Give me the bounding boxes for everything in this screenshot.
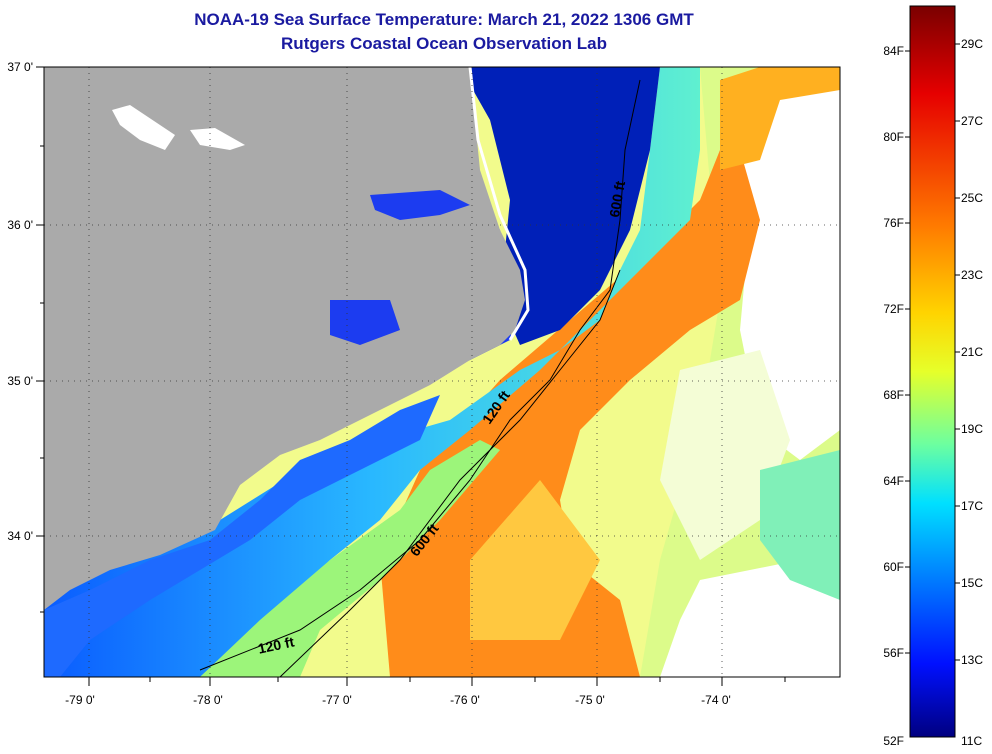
colorbar-f-label: 72F (883, 302, 904, 316)
axis-ticks (36, 66, 786, 686)
map-frame (43, 66, 841, 678)
colorbar-f-label: 60F (883, 560, 904, 574)
colorbar-c-label: 17C (961, 499, 983, 513)
sst-field (44, 67, 840, 677)
colorbar-f-label: 80F (883, 130, 904, 144)
colorbar-c-label: 23C (961, 268, 983, 282)
colorbar-f-label: 56F (883, 646, 904, 660)
contour-label-600-north: 600 ft (606, 179, 628, 218)
lon-label-74: -74 0' (701, 693, 731, 707)
colorbar-f-label: 76F (883, 216, 904, 230)
lon-label-77: -77 0' (322, 693, 352, 707)
colorbar-c-label: 11C (961, 734, 982, 748)
map-subtitle: Rutgers Coastal Ocean Observation Lab (281, 34, 607, 53)
map-title: NOAA-19 Sea Surface Temperature: March 2… (194, 10, 694, 29)
lat-label-35: 35 0' (7, 374, 33, 388)
contour-label-120-south: 120 ft (256, 633, 295, 656)
colorbar-c-label: 25C (961, 191, 983, 205)
lat-label-34: 34 0' (7, 529, 33, 543)
colorbar-c-label: 29C (961, 37, 983, 51)
colorbar-f-label: 84F (883, 44, 904, 58)
lon-label-79: -79 0' (65, 693, 95, 707)
colorbar-f-label: 64F (883, 474, 904, 488)
lon-label-75: -75 0' (575, 693, 605, 707)
colorbar-c-label: 27C (961, 114, 983, 128)
temperature-colorbar (909, 5, 956, 738)
colorbar-c-label: 19C (961, 422, 983, 436)
lon-label-76: -76 0' (450, 693, 480, 707)
colorbar-f-label: 52F (883, 734, 904, 748)
lon-label-78: -78 0' (193, 693, 223, 707)
colorbar-c-label: 15C (961, 576, 983, 590)
lat-label-37: 37 0' (7, 60, 33, 74)
colorbar-c-label: 21C (961, 345, 983, 359)
colorbar-c-label: 13C (961, 653, 983, 667)
lat-label-36: 36 0' (7, 218, 33, 232)
colorbar-f-label: 68F (883, 388, 904, 402)
